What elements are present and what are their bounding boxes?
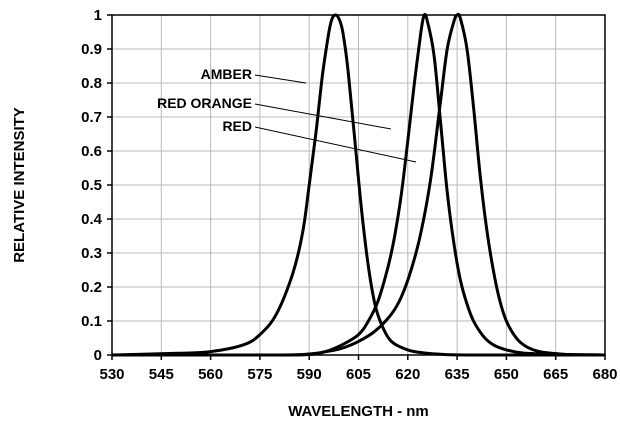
y-tick-label: 0.1 xyxy=(81,313,102,330)
y-tick-label: 1 xyxy=(94,7,102,24)
series-lines xyxy=(111,12,606,357)
x-tick-label: 590 xyxy=(297,366,322,383)
x-tick-label: 650 xyxy=(494,366,519,383)
x-tick-label: 545 xyxy=(149,366,174,383)
x-tick-label: 680 xyxy=(592,366,617,383)
y-tick-label: 0.3 xyxy=(81,245,102,262)
y-tick-label: 0.5 xyxy=(81,177,102,194)
x-tick-label: 665 xyxy=(543,366,568,383)
leader-line-red xyxy=(254,126,417,163)
y-tick-label: 0.2 xyxy=(81,279,102,296)
y-tick-label: 0 xyxy=(94,347,102,364)
y-tick-label: 0.6 xyxy=(81,143,102,160)
annotation-amber: AMBER xyxy=(201,66,252,82)
x-tick-label: 560 xyxy=(198,366,223,383)
x-axis-ticks: 530 545 560 575 590 605 620 635 650 665 680 xyxy=(99,355,618,383)
series-line-red xyxy=(112,12,606,357)
x-tick-label: 605 xyxy=(346,366,371,383)
series-line-red-orange xyxy=(112,12,606,357)
y-axis-ticks: 0 0.1 0.2 0.3 0.4 0.5 0.6 0.7 0.8 0.9 1 xyxy=(81,7,112,364)
y-tick-label: 0.7 xyxy=(81,109,102,126)
x-axis-title: WAVELENGTH - nm xyxy=(288,403,429,420)
y-axis-title: RELATIVE INTENSITY xyxy=(11,107,28,263)
x-tick-label: 620 xyxy=(395,366,420,383)
leader-line-red-orange xyxy=(254,103,392,130)
series-line-amber xyxy=(111,13,605,357)
x-tick-label: 530 xyxy=(99,366,124,383)
series-annotations: AMBER RED ORANGE RED xyxy=(157,66,417,163)
leader-line-amber xyxy=(254,74,307,84)
y-tick-label: 0.4 xyxy=(81,211,103,228)
y-tick-label: 0.9 xyxy=(81,41,102,58)
annotation-red-orange: RED ORANGE xyxy=(157,95,252,111)
x-tick-label: 575 xyxy=(247,366,272,383)
x-tick-label: 635 xyxy=(445,366,470,383)
y-tick-label: 0.8 xyxy=(81,75,102,92)
annotation-red: RED xyxy=(222,118,252,134)
